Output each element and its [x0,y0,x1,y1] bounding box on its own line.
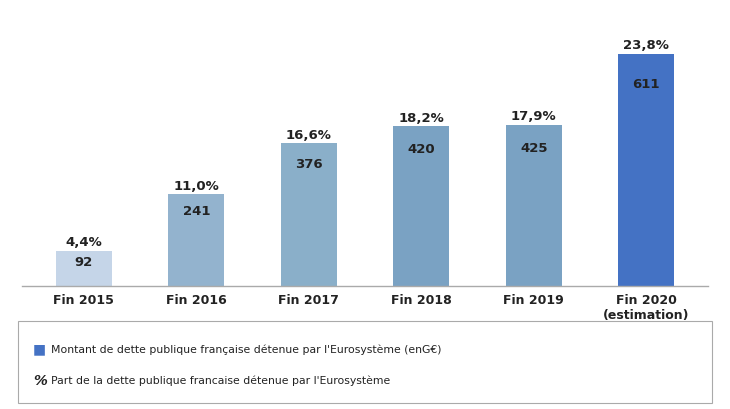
Text: %: % [33,373,47,387]
Bar [506,125,562,286]
Text: 611: 611 [632,78,660,91]
Text: 23,8%: 23,8% [623,39,669,52]
Text: Montant de dette publique française détenue par l'Eurosystème (enG€): Montant de dette publique française déte… [51,344,442,354]
Bar [55,252,112,286]
Text: 18,2%: 18,2% [399,112,444,124]
Bar [618,55,675,286]
Text: 92: 92 [74,255,93,268]
Text: 11,0%: 11,0% [174,180,219,192]
Text: 4,4%: 4,4% [66,236,102,249]
Text: 420: 420 [407,143,435,156]
Bar [168,195,224,286]
Text: 376: 376 [295,158,323,171]
Text: 241: 241 [182,204,210,217]
Text: 17,9%: 17,9% [511,110,556,123]
Bar [393,127,450,286]
Text: 16,6%: 16,6% [286,128,331,141]
Text: ■: ■ [33,342,46,356]
Bar [280,144,337,286]
Text: 425: 425 [520,142,548,154]
Text: Part de la dette publique francaise détenue par l'Eurosystème: Part de la dette publique francaise déte… [51,375,391,385]
